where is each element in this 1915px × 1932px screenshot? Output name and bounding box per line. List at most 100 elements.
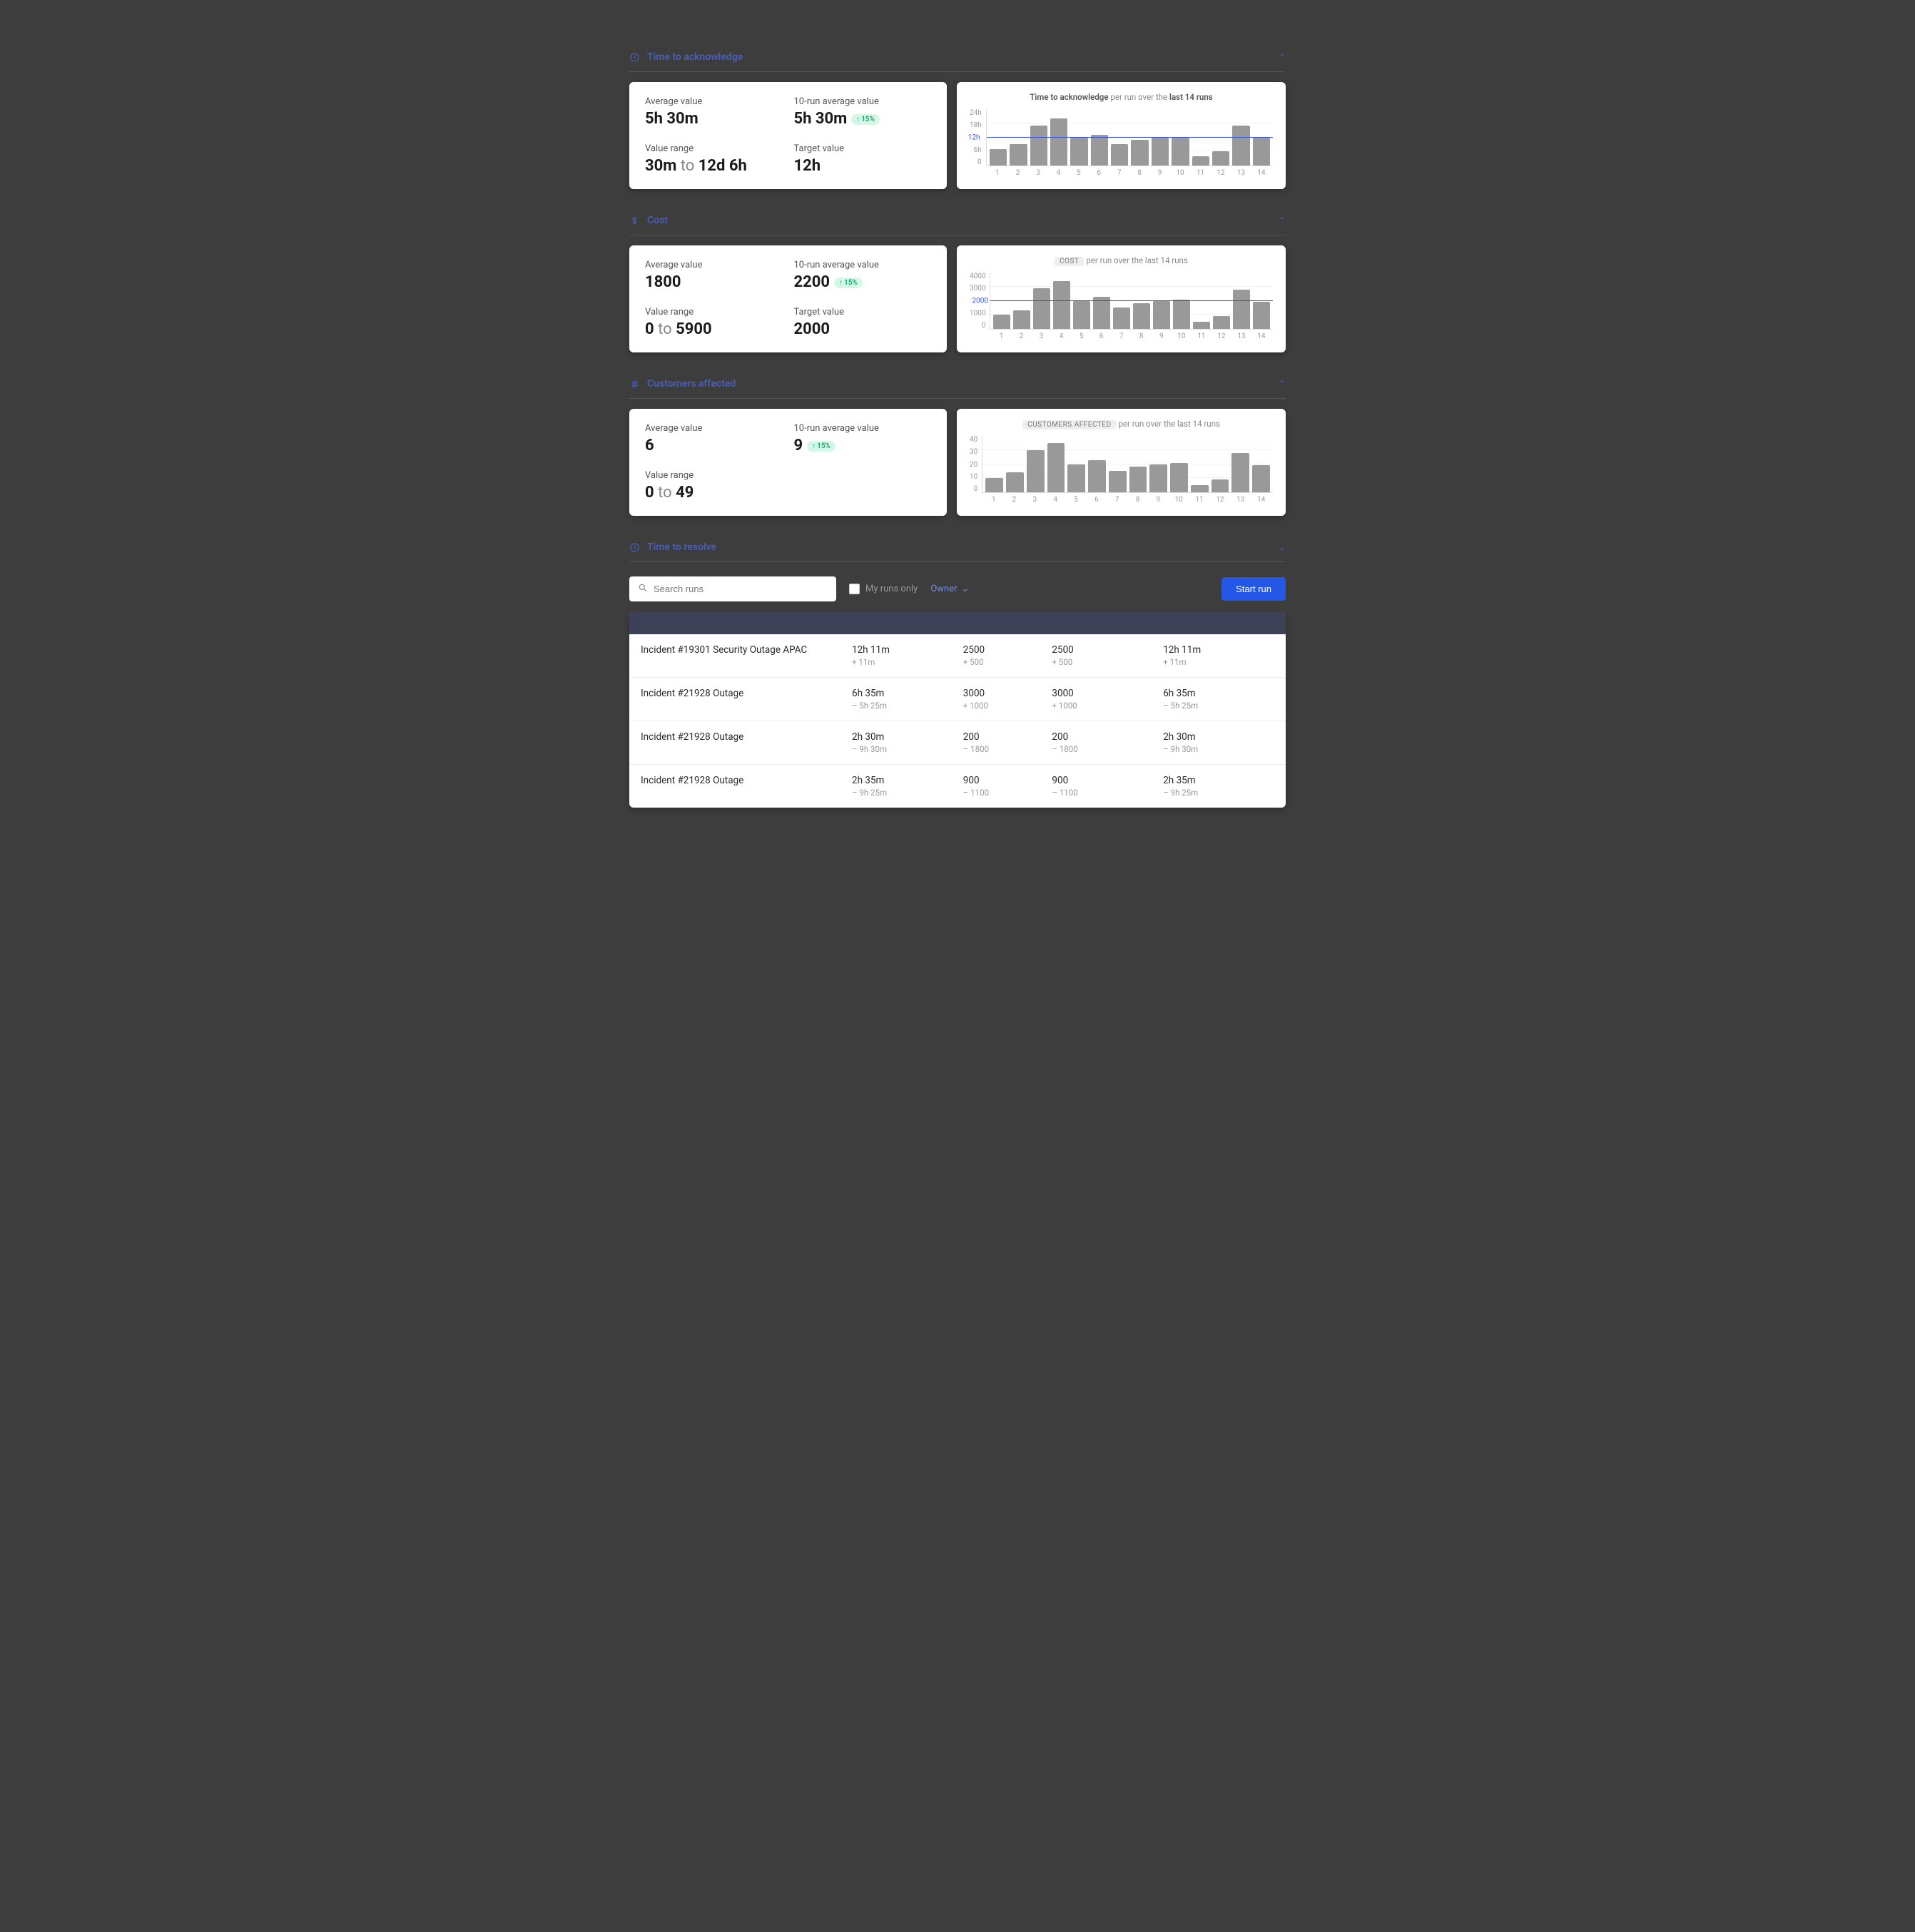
cell-delta: + 1000	[963, 701, 1052, 711]
chart-bar	[1091, 135, 1108, 166]
run-name: Incident #19301 Security Outage APAC	[641, 644, 852, 656]
cell-value: 3000	[963, 688, 1052, 699]
chart-bar	[1088, 460, 1106, 492]
chart-bar	[1193, 322, 1210, 329]
checkbox-icon[interactable]	[849, 584, 860, 594]
chart-bar	[1073, 301, 1090, 330]
chart-bar	[1129, 467, 1147, 492]
stat-ravg-value: 220015%	[794, 273, 932, 291]
stats-card-cost: Average value 1800 10-run average value …	[629, 245, 947, 352]
table-row[interactable]: Incident #21928 Outage 6h 35m– 5h 25m 30…	[629, 678, 1286, 721]
table-row[interactable]: Incident #19301 Security Outage APAC 12h…	[629, 634, 1286, 678]
cell-delta: + 1000	[1052, 701, 1163, 711]
cell-delta: – 1100	[963, 788, 1052, 798]
chart-card-cust: CUSTOMERS AFFECTED per run over the last…	[957, 409, 1286, 516]
chart-x-axis: 1234567891011121314	[990, 330, 1273, 340]
chart-plot: 2000	[990, 273, 1273, 330]
chart-bar	[1027, 450, 1045, 492]
owner-filter[interactable]: Owner ⌄	[930, 584, 969, 594]
chart-bar	[1050, 118, 1067, 166]
table-row[interactable]: Incident #21928 Outage 2h 35m– 9h 25m 90…	[629, 765, 1286, 808]
chart-bar	[1252, 465, 1270, 492]
chart-card-cost: COST per run over the last 14 runs 40003…	[957, 245, 1286, 352]
stat-label: Target value	[794, 307, 932, 317]
stat-range-value: 0 to 49	[645, 484, 783, 502]
stat-label: 10-run average value	[794, 96, 932, 107]
my-runs-only-toggle[interactable]: My runs only	[849, 584, 918, 594]
trend-badge: 15%	[834, 278, 863, 288]
chart-bar	[1113, 307, 1130, 329]
search-runs-input[interactable]	[654, 584, 828, 594]
chart-bar	[1170, 463, 1188, 492]
cell-delta: – 1800	[1052, 744, 1163, 754]
stat-label: Average value	[645, 423, 783, 434]
chart-bar	[1232, 126, 1249, 166]
cell-delta: – 9h 25m	[1163, 788, 1274, 798]
search-runs-box[interactable]	[629, 576, 836, 601]
cell-value: 2500	[963, 644, 1052, 656]
run-name: Incident #21928 Outage	[641, 731, 852, 743]
chart-bar	[1231, 453, 1249, 492]
table-row[interactable]: Incident #21928 Outage 2h 30m– 9h 30m 20…	[629, 721, 1286, 765]
section-title: Cost	[647, 215, 1279, 226]
stats-card-cust: Average value 6 10-run average value 915…	[629, 409, 947, 516]
stat-label: Value range	[645, 307, 783, 317]
cell-value: 900	[1052, 775, 1163, 786]
chart-bar	[1006, 472, 1024, 492]
section-title: Time to resolve	[647, 542, 1279, 553]
chart-bar	[1133, 303, 1150, 329]
owner-label: Owner	[930, 584, 957, 594]
chart-title: Time to acknowledge per run over the las…	[970, 92, 1273, 102]
stat-label: Value range	[645, 470, 783, 481]
chart-bar	[993, 315, 1010, 329]
cell-value: 12h 11m	[1163, 644, 1274, 656]
cell-value: 3000	[1052, 688, 1163, 699]
cell-value: 12h 11m	[852, 644, 963, 656]
chart-bar	[1131, 140, 1148, 166]
stat-target-value: 12h	[794, 157, 932, 175]
chevron-down-icon: ⌄	[962, 584, 970, 594]
stat-range-value: 0 to 5900	[645, 320, 783, 338]
chart-bar	[1047, 443, 1065, 492]
chart-bar	[1053, 281, 1070, 329]
stat-target-value: 2000	[794, 320, 932, 338]
table-header	[629, 611, 1286, 634]
clock-icon	[629, 542, 640, 553]
runs-table: Incident #19301 Security Outage APAC 12h…	[629, 611, 1286, 808]
stat-avg-value: 1800	[645, 273, 783, 291]
section-title: Time to acknowledge	[647, 51, 1279, 63]
chart-bar	[1212, 479, 1229, 492]
stat-label: Average value	[645, 260, 783, 270]
section-header-ttr[interactable]: Time to resolve ⌄	[629, 533, 1286, 562]
section-header-tta[interactable]: Time to acknowledge ⌃	[629, 43, 1286, 72]
chart-bar	[1192, 156, 1209, 166]
stat-label: 10-run average value	[794, 260, 932, 270]
cell-delta: – 9h 30m	[852, 744, 963, 754]
chart-bar	[1149, 464, 1167, 493]
cell-value: 2h 35m	[1163, 775, 1274, 786]
stat-label: Target value	[794, 143, 932, 154]
trend-badge: 15%	[807, 441, 835, 452]
stat-label: 10-run average value	[794, 423, 932, 434]
cell-delta: – 9h 30m	[1163, 744, 1274, 754]
chart-y-axis: 403020100	[970, 436, 982, 493]
start-run-button[interactable]: Start run	[1221, 577, 1286, 601]
chart-bar	[1191, 485, 1209, 492]
chart-bar	[1013, 310, 1030, 329]
cell-value: 200	[1052, 731, 1163, 743]
chart-bar	[1109, 471, 1127, 492]
cell-delta: – 5h 25m	[852, 701, 963, 711]
stat-avg-value: 5h 30m	[645, 110, 783, 128]
cell-delta: – 1100	[1052, 788, 1163, 798]
chevron-up-icon: ⌃	[1279, 215, 1286, 225]
stat-label: Average value	[645, 96, 783, 107]
chart-bar	[1010, 144, 1027, 166]
chart-bar	[985, 478, 1003, 492]
section-header-cost[interactable]: Cost ⌃	[629, 206, 1286, 235]
cell-value: 200	[963, 731, 1052, 743]
dollar-icon	[629, 215, 640, 226]
chart-x-axis: 1234567891011121314	[986, 166, 1273, 177]
cell-delta: – 1800	[963, 744, 1052, 754]
chart-bar	[1212, 151, 1229, 166]
section-header-cust[interactable]: Customers affected ⌃	[629, 370, 1286, 399]
